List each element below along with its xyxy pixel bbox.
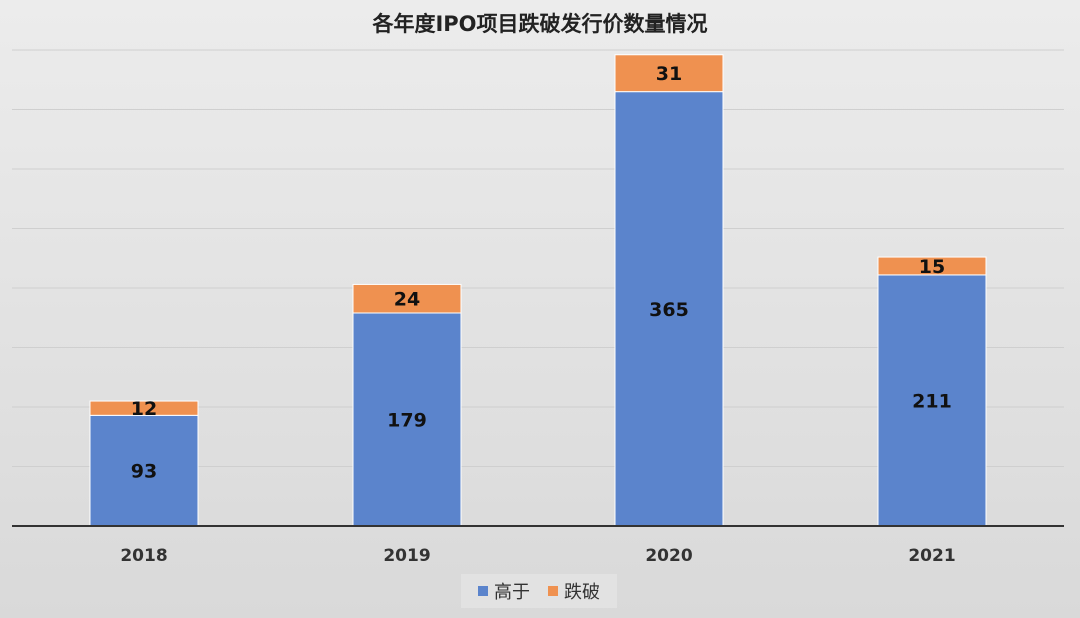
bar-below-2018 [89, 400, 199, 416]
data-label-above-2021: 211 [912, 390, 952, 412]
data-label-below-2020: 31 [656, 63, 682, 85]
bar-below-2021 [877, 256, 987, 276]
legend-swatch-below [548, 586, 558, 596]
legend-item-below: 跌破 [548, 578, 600, 604]
data-label-above-2020: 365 [649, 299, 689, 321]
bar-below-2020 [614, 54, 724, 93]
legend-label-above: 高于 [494, 582, 530, 603]
chart-title: 各年度IPO项目跌破发行价数量情况 [372, 12, 708, 36]
bar-above-2020 [614, 91, 724, 527]
bar-below-2019 [352, 283, 462, 314]
legend-swatch-above [478, 586, 488, 596]
legend-label-below: 跌破 [564, 582, 600, 603]
data-label-below-2018: 12 [131, 398, 157, 420]
data-label-below-2019: 24 [394, 289, 420, 311]
data-label-above-2019: 179 [387, 409, 427, 431]
bar-above-2021 [877, 274, 987, 527]
bar-above-2019 [352, 312, 462, 527]
legend: 高于 跌破 [461, 574, 617, 608]
data-label-above-2018: 93 [131, 461, 157, 483]
bar-above-2018 [89, 414, 199, 527]
x-tick-label-2019: 2019 [383, 546, 430, 566]
x-tick-label-2020: 2020 [645, 546, 692, 566]
legend-item-above: 高于 [478, 578, 530, 604]
data-label-below-2021: 15 [919, 256, 945, 278]
x-tick-label-2018: 2018 [120, 546, 167, 566]
x-tick-label-2021: 2021 [908, 546, 955, 566]
